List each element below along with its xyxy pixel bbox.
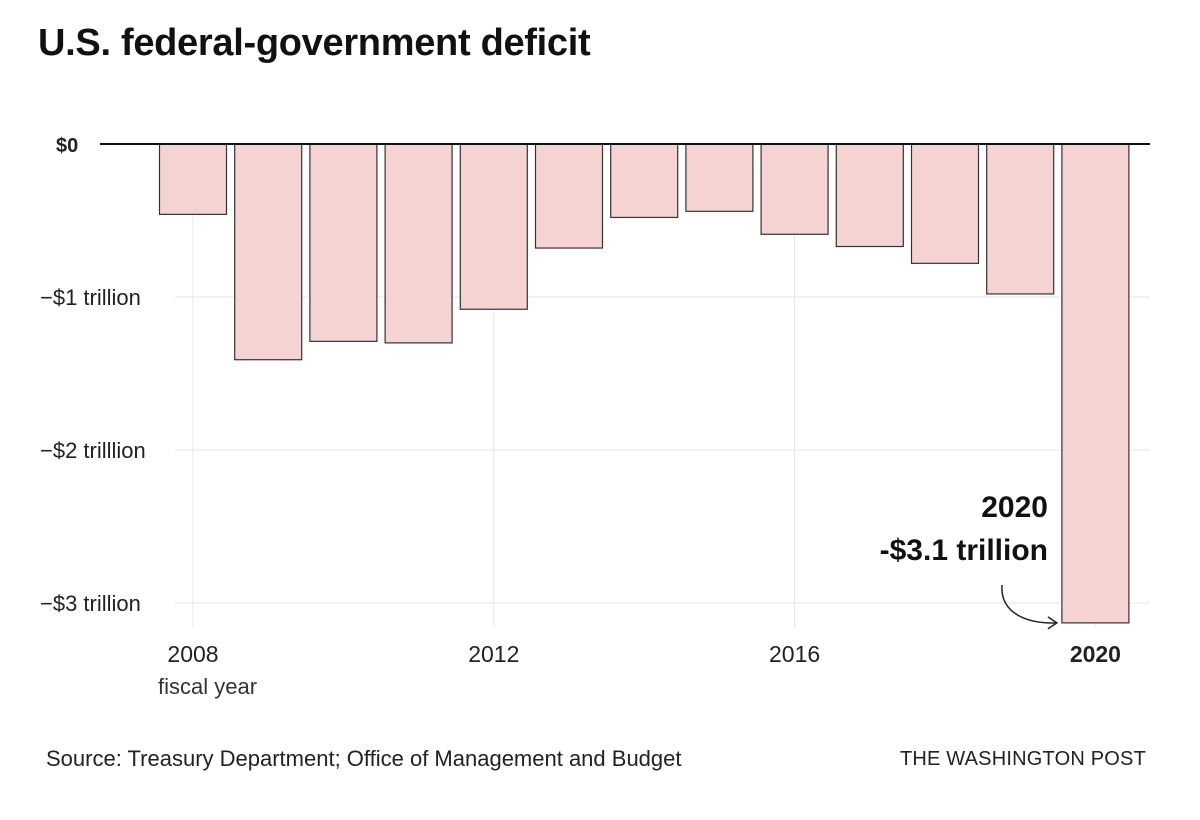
x-tick-label: 2008 xyxy=(167,641,218,667)
x-tick-label: 2016 xyxy=(769,641,820,667)
bar-2013 xyxy=(534,143,604,249)
bar-2014 xyxy=(610,143,679,219)
bar-2016 xyxy=(760,143,829,235)
bar-2017 xyxy=(835,143,904,248)
source-note: Source: Treasury Department; Office of M… xyxy=(46,746,682,771)
publisher-credit: THE WASHINGTON POST xyxy=(899,748,1146,770)
bar-2011 xyxy=(384,143,453,344)
annotation-arrowhead xyxy=(1047,616,1059,630)
bar-2009 xyxy=(234,143,303,361)
y-tick-label: −$3 trillion xyxy=(40,591,141,616)
y-tick-label: −$2 trilllion xyxy=(40,438,146,463)
chart-title: U.S. federal-government deficit xyxy=(38,22,591,64)
x-tick-label: 2020 xyxy=(1070,641,1121,667)
y-tick-label: $0 xyxy=(56,135,78,157)
bar-2015 xyxy=(685,143,754,212)
bar-2018 xyxy=(910,143,980,264)
annotation-year: 2020 xyxy=(981,491,1048,524)
x-axis-label: fiscal year xyxy=(158,674,257,699)
bar-2012 xyxy=(459,143,528,310)
bar-2020 xyxy=(1061,143,1130,624)
annotation-value: -$3.1 trillion xyxy=(880,534,1048,567)
y-tick-label: −$1 trillion xyxy=(40,285,141,310)
annotation-arrow xyxy=(1001,584,1057,624)
bar-2019 xyxy=(986,143,1055,295)
x-tick-label: 2012 xyxy=(468,641,519,667)
bar-2010 xyxy=(309,143,378,342)
bar-2008 xyxy=(158,143,228,215)
